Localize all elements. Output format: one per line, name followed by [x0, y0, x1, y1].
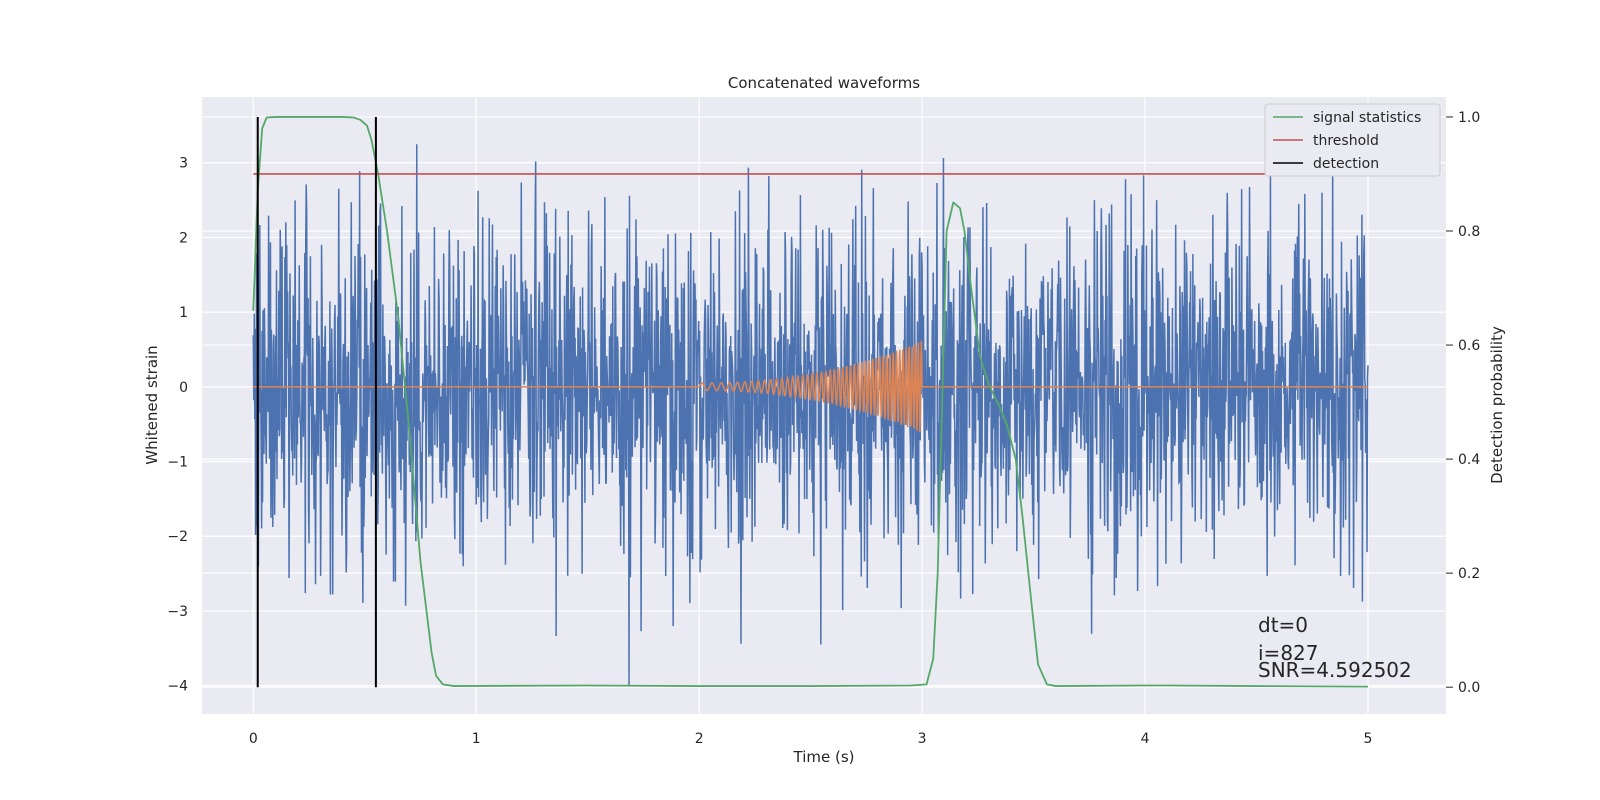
template-line [253, 340, 1368, 433]
legend-label-detection: detection [1313, 156, 1379, 172]
y-right-tick-label-2: 0.4 [1458, 452, 1480, 468]
noise-line [252, 144, 1369, 686]
legend-label-signal-statistics: signal statistics [1313, 110, 1421, 126]
y-axis-label: Whitened strain [143, 345, 161, 464]
annotation-dt: dt=0 [1258, 613, 1308, 637]
y-tick-label-2: −2 [167, 529, 188, 545]
y-right-axis-label: Detection probability [1488, 326, 1506, 484]
axis-ticks: 0 1 2 3 4 5 −4 −3 −2 −1 0 1 2 3 0.0 0.2 0.4 0.6 0.8 1.0 [167, 110, 1480, 747]
right-axis-series [252, 116, 1391, 688]
y-tick-label-0: −4 [167, 679, 188, 695]
x-tick-label-0: 0 [249, 731, 258, 747]
y-tick-label-7: 3 [179, 156, 188, 172]
y-tick-label-6: 2 [179, 230, 188, 246]
annotation-block: dt=0 i=827 SNR=4.592502 [1258, 613, 1412, 682]
annotation-i: i=827 [1258, 641, 1319, 665]
template-series [253, 340, 1368, 433]
y-right-tick-label-5: 1.0 [1458, 110, 1480, 126]
y-tick-label-1: −3 [167, 604, 188, 620]
x-axis-label: Time (s) [793, 748, 855, 766]
y-right-tick-label-4: 0.8 [1458, 224, 1480, 240]
legend-label-threshold: threshold [1313, 133, 1379, 149]
x-tick-label-5: 5 [1364, 731, 1373, 747]
legend-box [1264, 103, 1441, 177]
noise-series [252, 144, 1369, 686]
y-tick-label-5: 1 [179, 305, 188, 321]
x-tick-label-2: 2 [695, 731, 704, 747]
chart-title: Concatenated waveforms [728, 74, 920, 92]
y-tick-label-3: −1 [167, 455, 188, 471]
y-right-tick-label-1: 0.2 [1458, 566, 1480, 582]
y-right-tick-label-0: 0.0 [1458, 680, 1480, 696]
y-tick-label-4: 0 [179, 380, 188, 396]
y-right-tick-label-3: 0.6 [1458, 338, 1480, 354]
x-tick-label-4: 4 [1141, 731, 1150, 747]
signal-statistics-line [252, 116, 1368, 688]
annotation-snr: SNR=4.592502 [1258, 658, 1412, 682]
x-tick-label-1: 1 [472, 731, 481, 747]
x-tick-label-3: 3 [918, 731, 927, 747]
legend: signal statistics threshold detection [1264, 103, 1441, 177]
